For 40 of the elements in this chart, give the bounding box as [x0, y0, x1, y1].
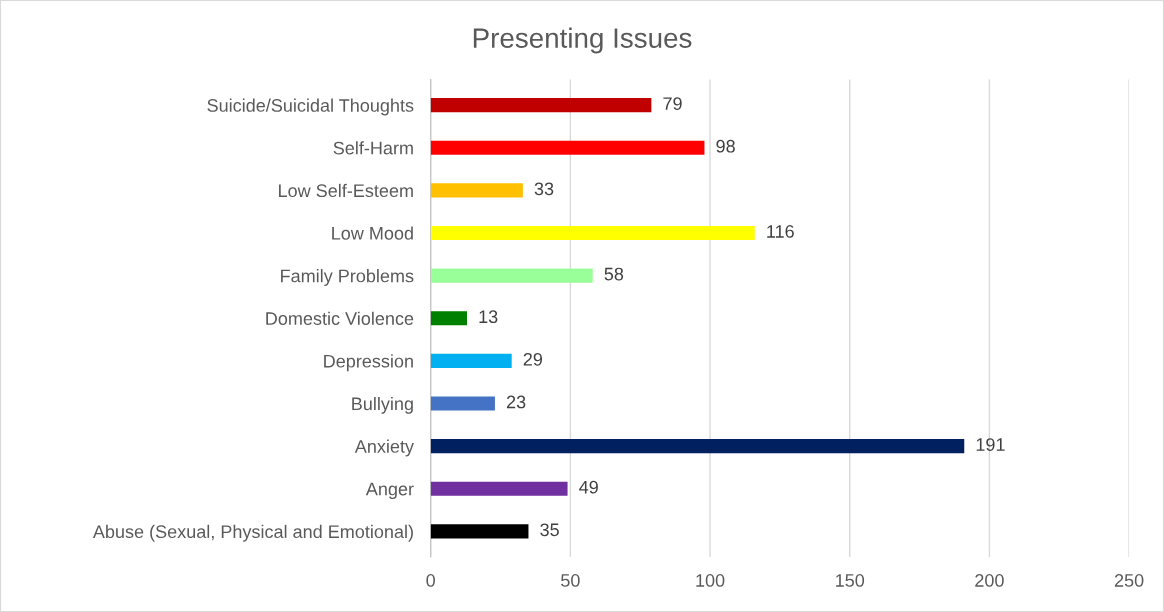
y-tick-label: Anxiety	[354, 439, 414, 457]
bar	[430, 98, 652, 113]
data-label: 33	[534, 182, 554, 196]
data-label: 58	[604, 267, 624, 281]
y-tick-label: Domestic Violence	[266, 311, 414, 325]
data-label: 79	[663, 97, 682, 110]
bar	[430, 311, 467, 326]
data-label: 116	[767, 225, 794, 238]
data-label: 23	[506, 395, 526, 409]
bar	[430, 439, 965, 454]
y-tick-label: Bullying	[352, 396, 413, 414]
x-tick-label: 50	[561, 574, 580, 587]
y-tick-label: Self-Harm	[333, 141, 413, 155]
x-tick-label: 200	[975, 574, 1004, 587]
data-label: 29	[523, 352, 543, 366]
bar	[430, 140, 705, 155]
y-tick-label: Depression	[324, 354, 413, 372]
x-tick-label: 100	[696, 574, 725, 587]
data-label: 35	[540, 523, 559, 537]
data-label: 191	[976, 438, 1005, 451]
y-tick-label: Suicide/Suicidal Thoughts	[207, 98, 414, 116]
chart-title: Presenting Issues	[473, 27, 692, 54]
bar	[430, 396, 495, 411]
data-label: 49	[579, 480, 598, 494]
y-tick-label: Low Mood	[332, 226, 413, 240]
bar	[430, 353, 512, 368]
bar	[430, 183, 523, 198]
x-tick-label: 150	[836, 574, 865, 587]
y-tick-label: Abuse (Sexual, Physical and Emotional)	[92, 524, 413, 542]
bar	[430, 524, 529, 539]
data-label: 98	[716, 139, 735, 153]
y-tick-label: Family Problems	[281, 269, 414, 286]
x-tick-label: 250	[1114, 574, 1144, 587]
bar	[430, 268, 593, 283]
bar	[430, 481, 568, 496]
y-tick-label: Anger	[365, 482, 414, 500]
bar	[430, 225, 755, 241]
data-label: 13	[479, 310, 498, 324]
x-tick-label: 0	[426, 574, 435, 587]
y-tick-label: Low Self-Esteem	[279, 183, 413, 198]
